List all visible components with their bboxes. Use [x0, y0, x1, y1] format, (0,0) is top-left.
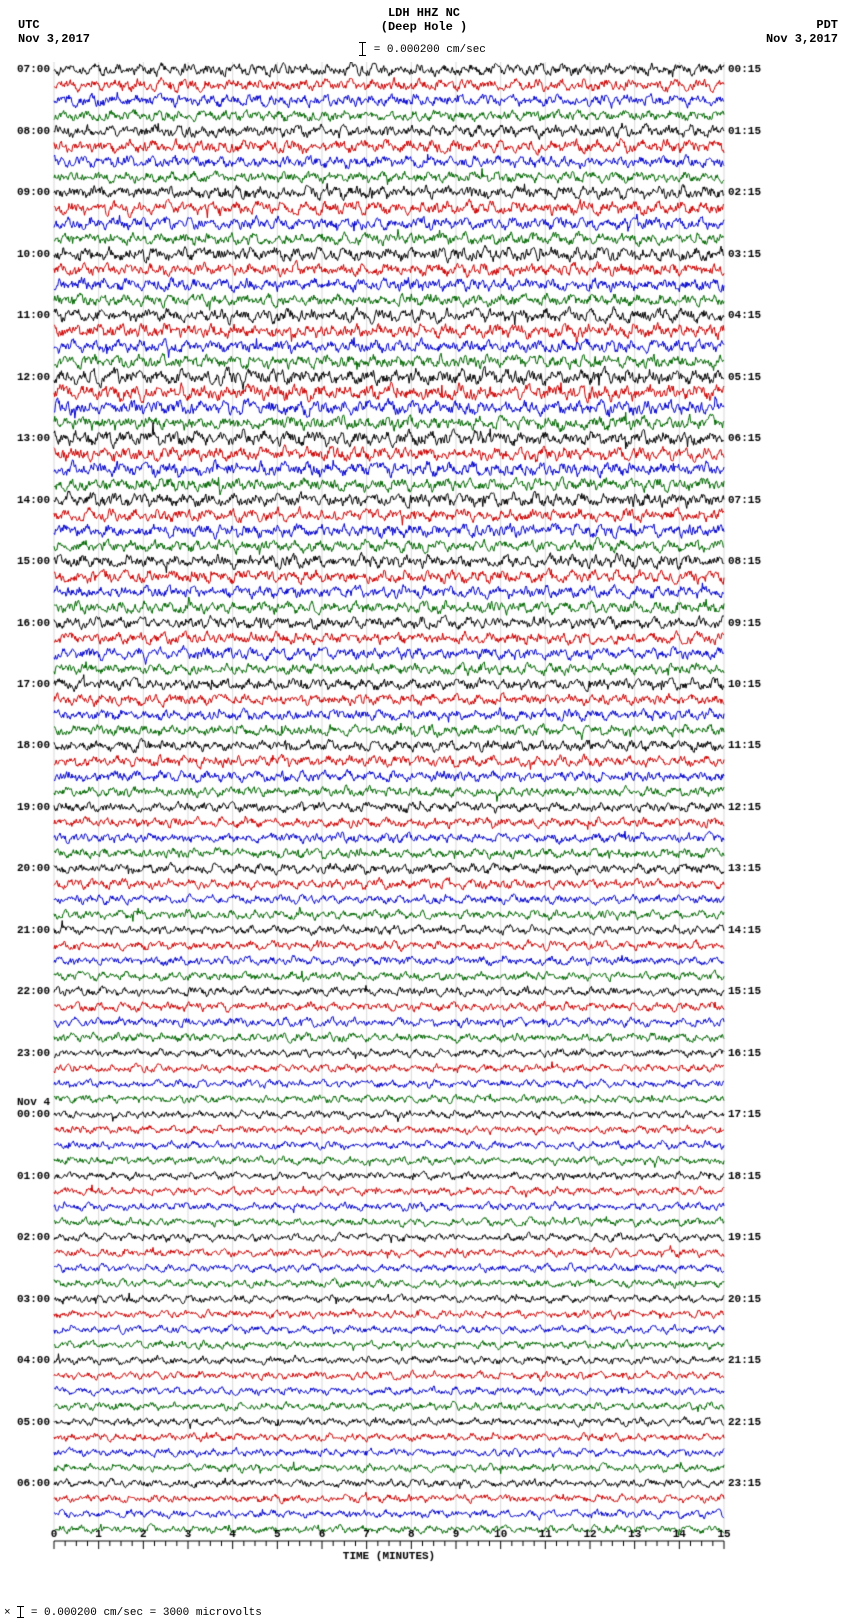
header-scale-text: = 0.000200 cm/sec — [374, 44, 486, 56]
chart-header: UTC Nov 3,2017 PDT Nov 3,2017 LDH HHZ NC… — [4, 4, 844, 62]
station-code: LDH HHZ NC — [388, 6, 460, 20]
footer-scale: × = 0.000200 cm/sec = 3000 microvolts — [4, 1606, 850, 1619]
station-location: (Deep Hole ) — [381, 20, 467, 34]
seismogram-plot — [4, 62, 844, 1582]
seismogram-canvas — [4, 62, 784, 1582]
header-scale: = 0.000200 cm/sec — [4, 42, 844, 56]
scale-bar-icon — [20, 1606, 21, 1618]
scale-bar-icon — [362, 42, 363, 56]
chart-title: LDH HHZ NC (Deep Hole ) — [4, 6, 844, 34]
